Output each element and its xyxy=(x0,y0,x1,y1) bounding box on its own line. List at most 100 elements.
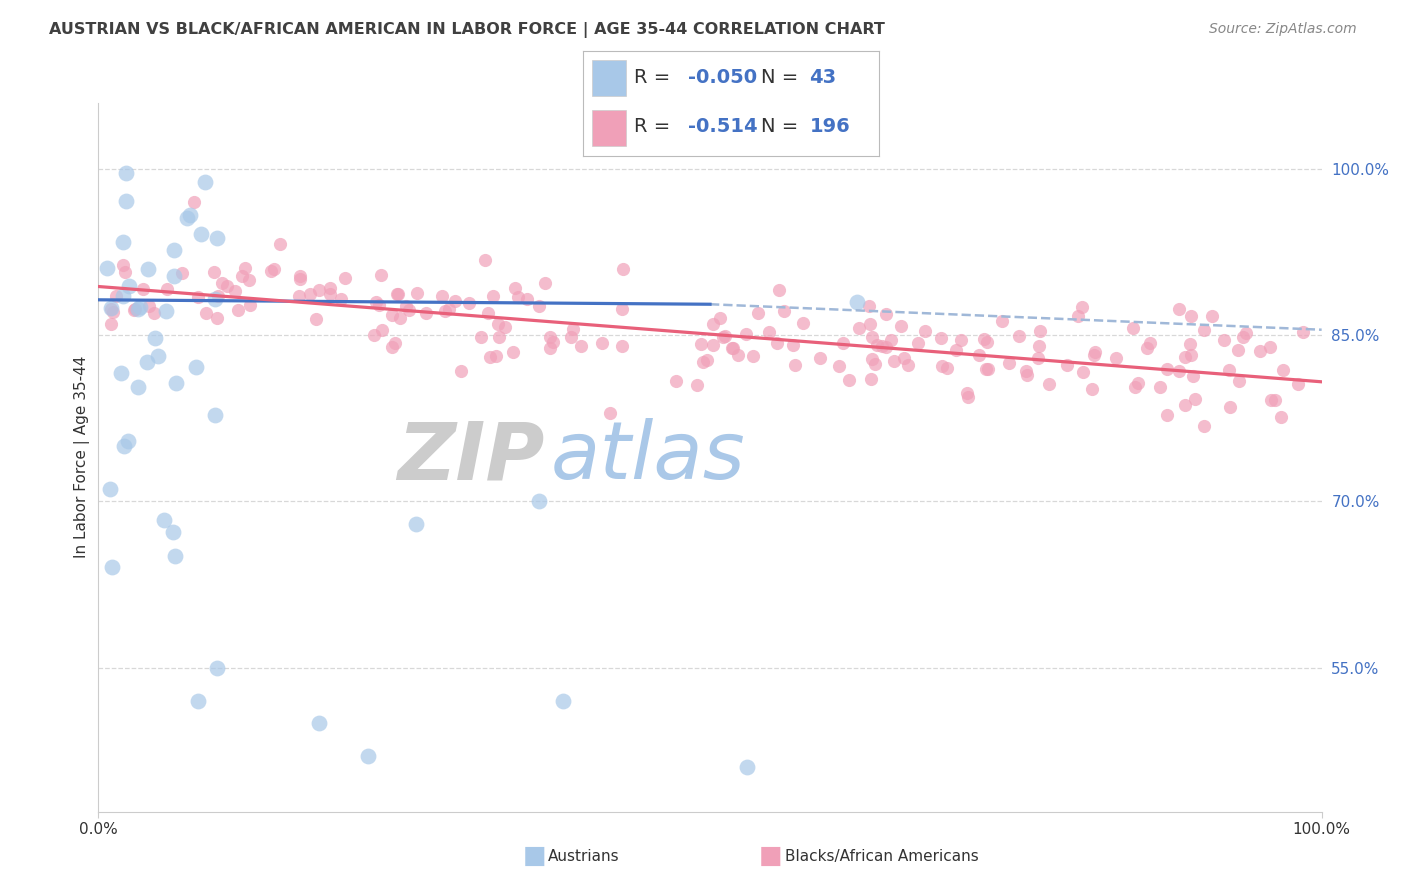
Point xyxy=(1192,419,1215,434)
Point xyxy=(127,301,149,316)
Point xyxy=(363,328,385,343)
Point xyxy=(907,335,929,350)
Point xyxy=(1067,309,1090,323)
Point xyxy=(101,305,124,319)
Text: N =: N = xyxy=(761,117,804,136)
Point xyxy=(1015,368,1038,383)
Point xyxy=(610,339,633,353)
Point xyxy=(319,286,342,301)
Point xyxy=(692,355,714,369)
Point xyxy=(111,288,134,302)
Point xyxy=(538,342,561,356)
Point xyxy=(1083,349,1105,363)
Point xyxy=(1286,377,1309,392)
Point xyxy=(183,195,205,210)
Point xyxy=(195,306,218,320)
Point xyxy=(111,235,134,249)
Point xyxy=(742,349,765,363)
Point xyxy=(976,335,998,350)
Point xyxy=(101,559,124,574)
Point xyxy=(929,331,952,345)
Point xyxy=(1201,309,1223,323)
Point xyxy=(194,175,217,189)
Text: Austrians: Austrians xyxy=(548,849,620,863)
Point xyxy=(179,208,201,222)
Point xyxy=(162,525,184,540)
Point xyxy=(863,357,886,371)
Text: 43: 43 xyxy=(810,68,837,87)
Point xyxy=(118,279,141,293)
Point xyxy=(127,379,149,393)
Point xyxy=(187,290,209,304)
Point xyxy=(875,340,897,354)
Point xyxy=(758,325,780,339)
Point xyxy=(305,312,328,326)
Point xyxy=(269,236,291,251)
Point xyxy=(897,358,920,372)
Point xyxy=(430,288,453,302)
Point xyxy=(977,361,1000,376)
Point xyxy=(845,295,868,310)
Point xyxy=(366,295,388,310)
Point xyxy=(153,513,176,527)
Point xyxy=(702,337,724,351)
Point xyxy=(488,330,510,344)
Point xyxy=(122,302,145,317)
Point xyxy=(1026,351,1049,365)
Point xyxy=(217,278,239,293)
Point xyxy=(384,335,406,350)
Point xyxy=(387,287,409,301)
Point xyxy=(506,290,529,304)
Point xyxy=(231,268,253,283)
Point xyxy=(1105,351,1128,365)
Point xyxy=(735,760,758,774)
Point xyxy=(176,211,198,225)
Point xyxy=(381,340,404,354)
Y-axis label: In Labor Force | Age 35-44: In Labor Force | Age 35-44 xyxy=(75,356,90,558)
Point xyxy=(356,749,378,764)
Point xyxy=(612,262,634,277)
Point xyxy=(165,549,187,563)
Point xyxy=(478,351,501,365)
Point xyxy=(875,307,897,321)
Point xyxy=(1227,343,1250,357)
Point xyxy=(136,262,159,277)
Point xyxy=(1270,409,1292,424)
Text: -0.050: -0.050 xyxy=(689,68,758,87)
Text: atlas: atlas xyxy=(551,418,745,496)
Point xyxy=(205,661,228,675)
Point xyxy=(1008,328,1031,343)
Point xyxy=(224,285,246,299)
Point xyxy=(1123,380,1146,394)
Text: ■: ■ xyxy=(523,845,546,868)
Point xyxy=(204,408,226,422)
Point xyxy=(470,330,492,344)
Point xyxy=(1081,382,1104,396)
Point xyxy=(945,343,967,357)
Point xyxy=(914,324,936,338)
Point xyxy=(128,301,150,315)
Point xyxy=(808,351,831,365)
Point xyxy=(370,323,392,337)
Point xyxy=(612,302,634,317)
Text: 196: 196 xyxy=(810,117,851,136)
Point xyxy=(1126,376,1149,391)
Point xyxy=(190,227,212,242)
Point xyxy=(883,354,905,368)
Point xyxy=(335,270,357,285)
Point xyxy=(527,299,550,313)
Point xyxy=(690,337,713,351)
Point xyxy=(112,258,135,272)
Point xyxy=(114,166,136,180)
Point xyxy=(859,317,882,331)
Point xyxy=(721,341,744,355)
Point xyxy=(541,335,564,350)
Point xyxy=(1168,302,1191,317)
Point xyxy=(931,359,953,373)
Point xyxy=(502,345,524,359)
Point xyxy=(1174,351,1197,365)
Point xyxy=(131,282,153,296)
Point xyxy=(569,339,592,353)
Point xyxy=(110,366,132,380)
Point xyxy=(260,264,283,278)
